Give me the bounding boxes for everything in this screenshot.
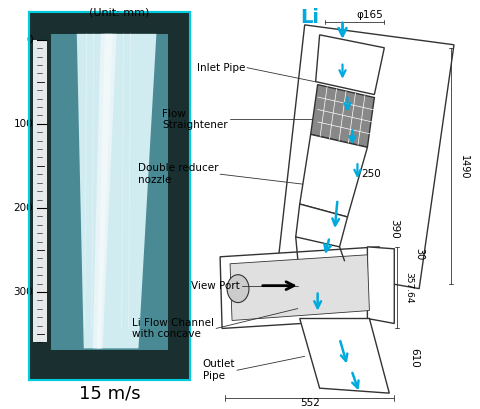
Text: View Port: View Port bbox=[191, 281, 240, 291]
Polygon shape bbox=[278, 25, 454, 289]
Text: Li: Li bbox=[300, 9, 319, 27]
Bar bbox=[33, 40, 47, 342]
Text: 15 m/s: 15 m/s bbox=[79, 384, 141, 402]
Polygon shape bbox=[300, 135, 367, 217]
Text: 300: 300 bbox=[13, 287, 33, 297]
Text: 200: 200 bbox=[13, 203, 33, 213]
Text: Li Flow Channel
with concave: Li Flow Channel with concave bbox=[132, 318, 214, 339]
Text: 250: 250 bbox=[361, 169, 381, 179]
Polygon shape bbox=[367, 247, 394, 324]
Bar bbox=[29, 12, 190, 380]
Text: Outlet
Pipe: Outlet Pipe bbox=[203, 360, 235, 381]
Text: 100: 100 bbox=[13, 119, 33, 129]
Text: 1490: 1490 bbox=[459, 155, 469, 180]
Polygon shape bbox=[300, 319, 389, 393]
Bar bbox=[29, 12, 51, 380]
Polygon shape bbox=[77, 34, 156, 348]
Text: 30: 30 bbox=[414, 248, 424, 260]
Polygon shape bbox=[296, 204, 348, 247]
Text: 357.64: 357.64 bbox=[404, 272, 413, 303]
Polygon shape bbox=[316, 35, 384, 94]
Text: φ165: φ165 bbox=[356, 10, 383, 20]
Text: Double reducer
nozzle: Double reducer nozzle bbox=[138, 163, 218, 185]
Polygon shape bbox=[220, 247, 381, 328]
Text: (Unit: mm): (Unit: mm) bbox=[89, 8, 150, 18]
Polygon shape bbox=[96, 34, 113, 348]
Text: 0: 0 bbox=[26, 35, 33, 45]
Text: 610: 610 bbox=[409, 348, 419, 368]
Bar bbox=[29, 12, 190, 380]
Text: Inlet Pipe: Inlet Pipe bbox=[197, 63, 245, 73]
Text: 390: 390 bbox=[389, 219, 399, 239]
Text: Flow
Straightener: Flow Straightener bbox=[162, 109, 228, 130]
Bar bbox=[51, 12, 168, 34]
Bar bbox=[168, 12, 190, 380]
Bar bbox=[51, 351, 168, 380]
Polygon shape bbox=[230, 255, 370, 321]
Polygon shape bbox=[93, 34, 117, 348]
Polygon shape bbox=[311, 85, 374, 147]
Text: 552: 552 bbox=[300, 398, 320, 408]
Ellipse shape bbox=[227, 275, 249, 303]
